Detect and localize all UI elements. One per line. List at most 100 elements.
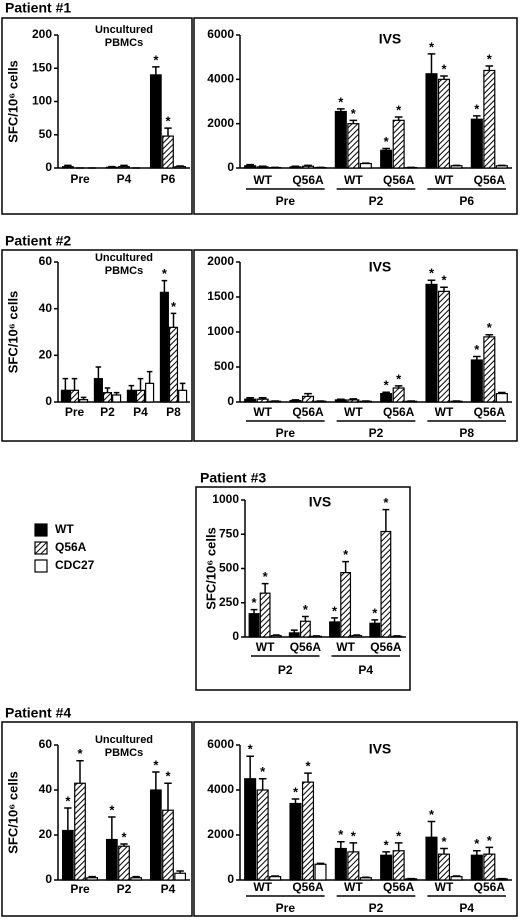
error-bar <box>291 798 300 804</box>
group-label: P2 <box>369 194 384 208</box>
error-bar <box>108 816 116 840</box>
significance-mark: * <box>396 371 402 386</box>
significance-mark: * <box>487 51 493 66</box>
x-tick-label: Q56A <box>474 405 506 419</box>
bar <box>495 393 508 403</box>
error-bar <box>304 772 312 783</box>
significance-mark: * <box>109 802 115 817</box>
y-tick-label: 0 <box>227 872 234 886</box>
bar <box>126 389 136 403</box>
y-tick-label: 1500 <box>207 289 234 303</box>
bar <box>159 291 169 403</box>
error-bar <box>440 75 448 80</box>
panel-subtitle: IVS <box>309 494 332 510</box>
significance-mark: * <box>429 807 435 822</box>
bar <box>118 845 130 881</box>
bar <box>288 632 300 638</box>
bar <box>105 838 118 881</box>
error-bar <box>498 391 506 394</box>
y-tick-label: 150 <box>32 60 52 74</box>
error-bar <box>62 377 69 391</box>
significance-mark: * <box>396 102 402 117</box>
bar <box>79 399 89 403</box>
bar <box>174 166 187 169</box>
y-tick-label: 0 <box>45 394 52 408</box>
y-tick-label: 2000 <box>207 254 234 268</box>
group-label: P2 <box>369 426 384 440</box>
bar <box>162 135 174 169</box>
error-bar <box>71 377 78 391</box>
error-bar <box>427 279 436 285</box>
error-bar <box>137 377 144 391</box>
error-bar <box>291 399 300 401</box>
error-bar <box>80 396 87 400</box>
bar <box>351 635 363 638</box>
group-label: Pre <box>276 194 296 208</box>
y-tick-label: 200 <box>32 27 52 41</box>
x-tick-label: WT <box>253 173 272 187</box>
y-tick-label: 6000 <box>207 27 234 41</box>
significance-mark: * <box>153 52 159 67</box>
bar <box>495 165 508 169</box>
error-bar <box>95 366 102 379</box>
error-bar <box>76 760 84 784</box>
error-bar <box>342 560 350 573</box>
error-bar <box>128 384 135 391</box>
significance-mark: * <box>305 759 311 774</box>
panel-box <box>193 721 518 917</box>
significance-mark: * <box>162 266 168 281</box>
significance-mark: * <box>351 828 357 843</box>
x-tick-label: Q56A <box>474 880 506 894</box>
error-bar <box>88 875 96 878</box>
x-tick-label: WT <box>435 405 454 419</box>
y-tick-label: 750 <box>219 526 239 540</box>
bar <box>135 389 146 403</box>
bar <box>392 850 405 881</box>
significance-mark: * <box>248 742 254 757</box>
error-bar <box>104 387 111 393</box>
y-tick-label: 0 <box>45 160 52 174</box>
bar <box>301 395 315 403</box>
bar <box>178 389 188 403</box>
error-bar <box>176 870 184 874</box>
panel-subtitle: Uncultured <box>95 734 153 746</box>
significance-mark: * <box>338 94 344 109</box>
error-bar <box>394 385 403 388</box>
bar <box>299 620 311 638</box>
significance-mark: * <box>429 39 435 54</box>
bar <box>380 393 393 403</box>
y-axis-label: SFC/10⁶ cells <box>203 527 218 610</box>
y-tick-label: 40 <box>39 782 53 796</box>
significance-mark: * <box>474 342 480 357</box>
error-bar <box>316 862 325 865</box>
legend-swatch <box>34 559 48 573</box>
error-bar <box>427 53 436 74</box>
error-bar <box>371 619 379 624</box>
panel-subtitle: IVS <box>369 741 392 757</box>
error-bar <box>473 355 481 360</box>
x-tick-label: Q56A <box>474 173 506 187</box>
bar <box>74 782 86 881</box>
bar <box>483 336 496 403</box>
significance-mark: * <box>165 114 171 129</box>
significance-mark: * <box>153 757 159 772</box>
y-tick-label: 2000 <box>207 827 234 841</box>
x-tick-label: Pre <box>65 405 85 419</box>
x-tick-label: WT <box>253 880 272 894</box>
error-bar <box>271 875 279 877</box>
error-bar <box>132 875 140 878</box>
y-tick-label: 20 <box>39 348 53 362</box>
bar <box>289 400 302 403</box>
x-tick-label: WT <box>435 173 454 187</box>
error-bar <box>246 397 254 400</box>
significance-mark: * <box>165 769 171 784</box>
significance-mark: * <box>384 378 390 393</box>
bar <box>392 119 405 169</box>
y-axis-label: SFC/10⁶ cells <box>5 291 20 374</box>
bar <box>256 789 269 881</box>
bar <box>334 110 347 169</box>
y-tick-label: 500 <box>219 561 239 575</box>
bar <box>69 389 80 403</box>
error-bar <box>427 820 436 838</box>
bar <box>450 165 463 169</box>
